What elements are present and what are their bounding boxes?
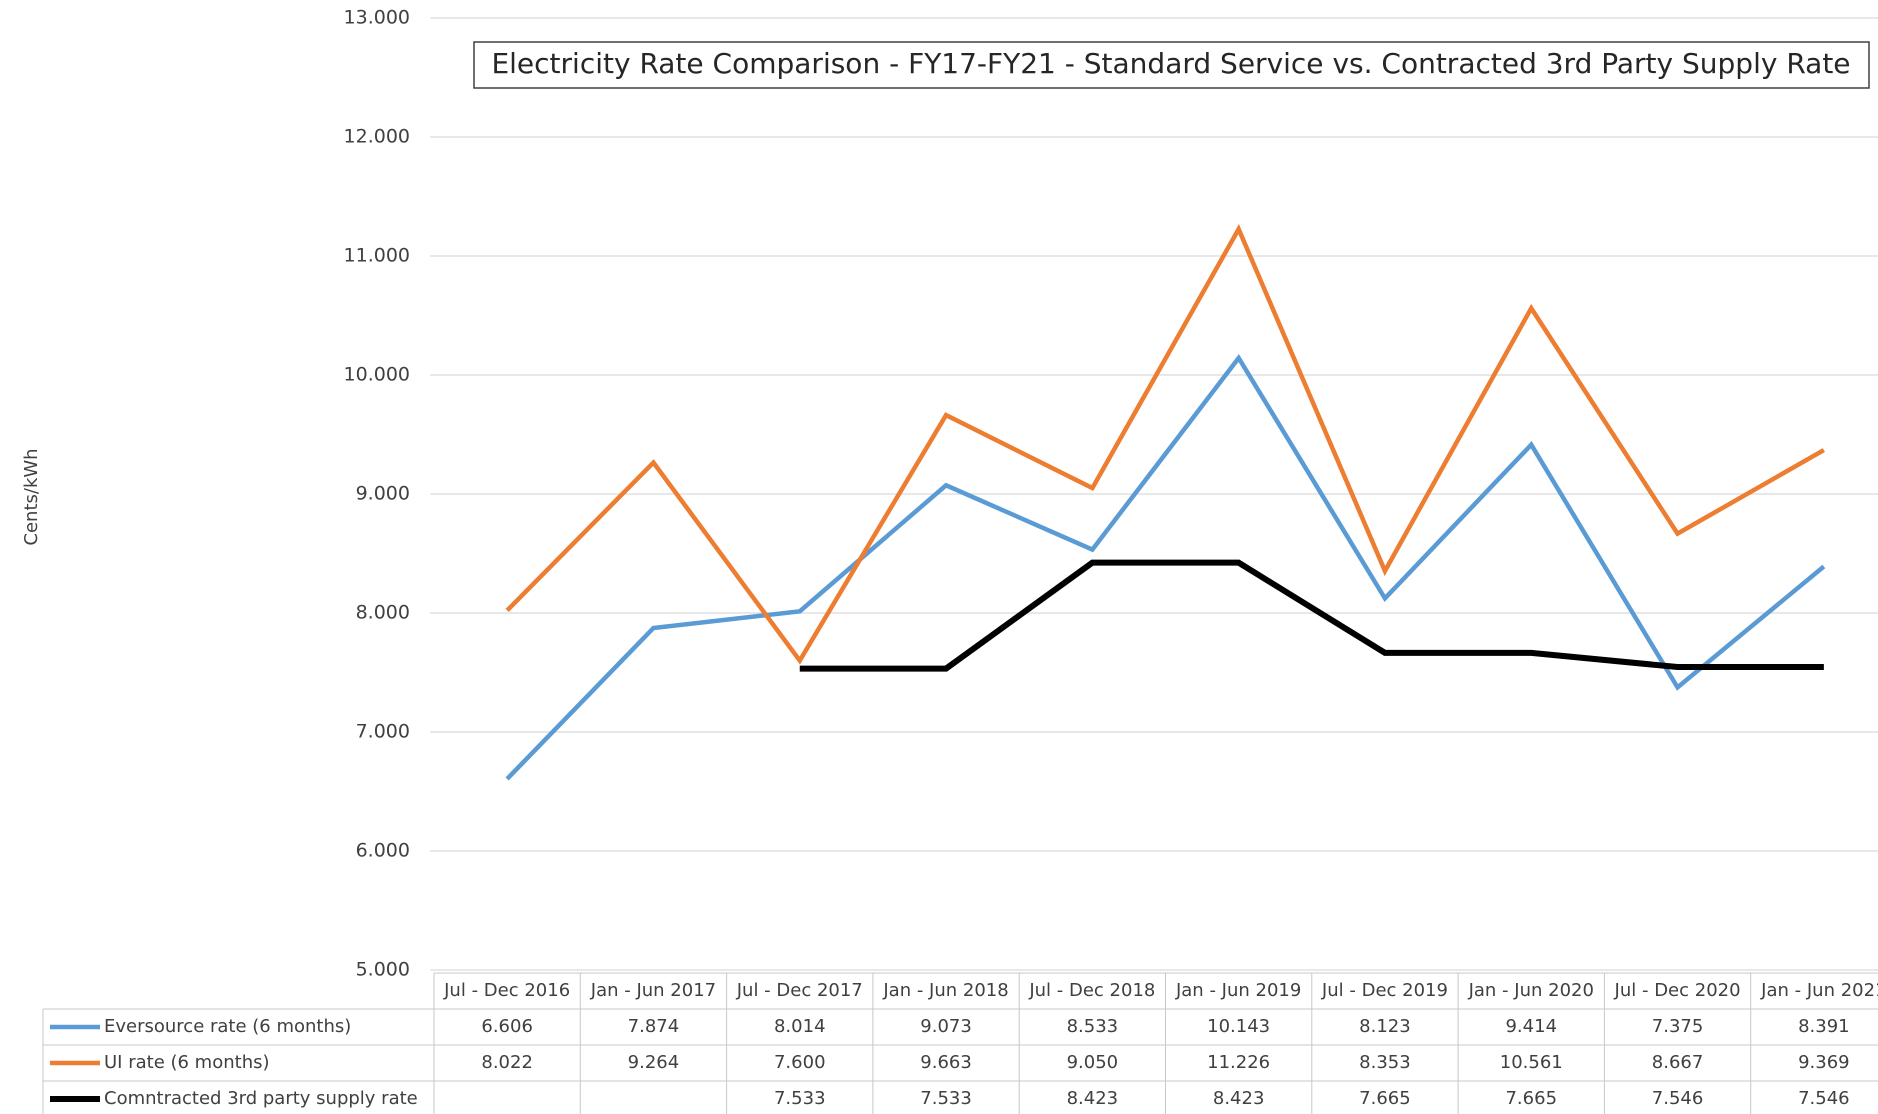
data-label: 9.264: [628, 1052, 680, 1073]
legend-label: UI rate (6 months): [104, 1052, 270, 1073]
data-label: 8.423: [1213, 1088, 1265, 1109]
chart-title: Electricity Rate Comparison - FY17-FY21 …: [491, 47, 1850, 80]
y-tick-label: 7.000: [356, 721, 410, 743]
y-tick-label: 10.000: [344, 364, 410, 386]
data-label: 8.014: [774, 1016, 826, 1037]
data-label: 8.667: [1652, 1052, 1704, 1073]
data-label: 9.050: [1067, 1052, 1119, 1073]
x-tick-label: Jan - Jun 2018: [882, 980, 1008, 1001]
x-tick-label: Jul - Dec 2019: [1321, 980, 1448, 1001]
data-label: 7.665: [1359, 1088, 1411, 1109]
y-tick-label: 13.000: [344, 7, 410, 29]
legend-label: Comntracted 3rd party supply rate: [104, 1088, 418, 1109]
series-line: [505, 354, 1826, 781]
data-label: 7.874: [628, 1016, 680, 1037]
y-tick-label: 11.000: [344, 245, 410, 267]
data-label: 7.665: [1505, 1088, 1557, 1109]
series-line: [505, 224, 1825, 665]
data-label: 8.533: [1067, 1016, 1119, 1037]
data-label: 7.533: [774, 1088, 826, 1109]
x-tick-label: Jul - Dec 2018: [1028, 980, 1155, 1001]
y-tick-label: 8.000: [356, 602, 410, 624]
x-tick-label: Jan - Jun 2019: [1175, 980, 1301, 1001]
x-tick-label: Jul - Dec 2016: [443, 980, 570, 1001]
data-label: 6.606: [481, 1016, 533, 1037]
y-tick-label: 5.000: [356, 959, 410, 981]
data-label: 9.414: [1505, 1016, 1557, 1037]
y-tick-label: 6.000: [356, 840, 410, 862]
data-label: 10.561: [1500, 1052, 1563, 1073]
y-tick-label: 12.000: [344, 126, 410, 148]
series-line: [799, 559, 1824, 672]
data-label: 10.143: [1207, 1016, 1270, 1037]
data-label: 8.391: [1798, 1016, 1850, 1037]
data-label: 8.123: [1359, 1016, 1411, 1037]
legend-label: Eversource rate (6 months): [104, 1016, 351, 1037]
x-tick-label: Jul - Dec 2017: [736, 980, 863, 1001]
x-tick-label: Jan - Jun 2017: [590, 980, 716, 1001]
data-label: 8.423: [1067, 1088, 1119, 1109]
x-tick-label: Jan - Jun 2020: [1468, 980, 1594, 1001]
x-tick-label: Jan - Jun 2021: [1760, 980, 1878, 1001]
data-label: 7.600: [774, 1052, 826, 1073]
data-label: 7.533: [920, 1088, 972, 1109]
data-label: 9.369: [1798, 1052, 1850, 1073]
title-box: [473, 41, 1870, 89]
data-label: 7.375: [1652, 1016, 1704, 1037]
data-label: 9.663: [920, 1052, 972, 1073]
data-label: 9.073: [920, 1016, 972, 1037]
data-label: 8.353: [1359, 1052, 1411, 1073]
y-axis-label: Cents/kWh: [21, 448, 42, 545]
data-label: 11.226: [1207, 1052, 1270, 1073]
data-label: 7.546: [1652, 1088, 1704, 1109]
x-tick-label: Jul - Dec 2020: [1614, 980, 1741, 1001]
data-label: 8.022: [481, 1052, 533, 1073]
y-tick-label: 9.000: [356, 483, 410, 505]
data-label: 7.546: [1798, 1088, 1850, 1109]
